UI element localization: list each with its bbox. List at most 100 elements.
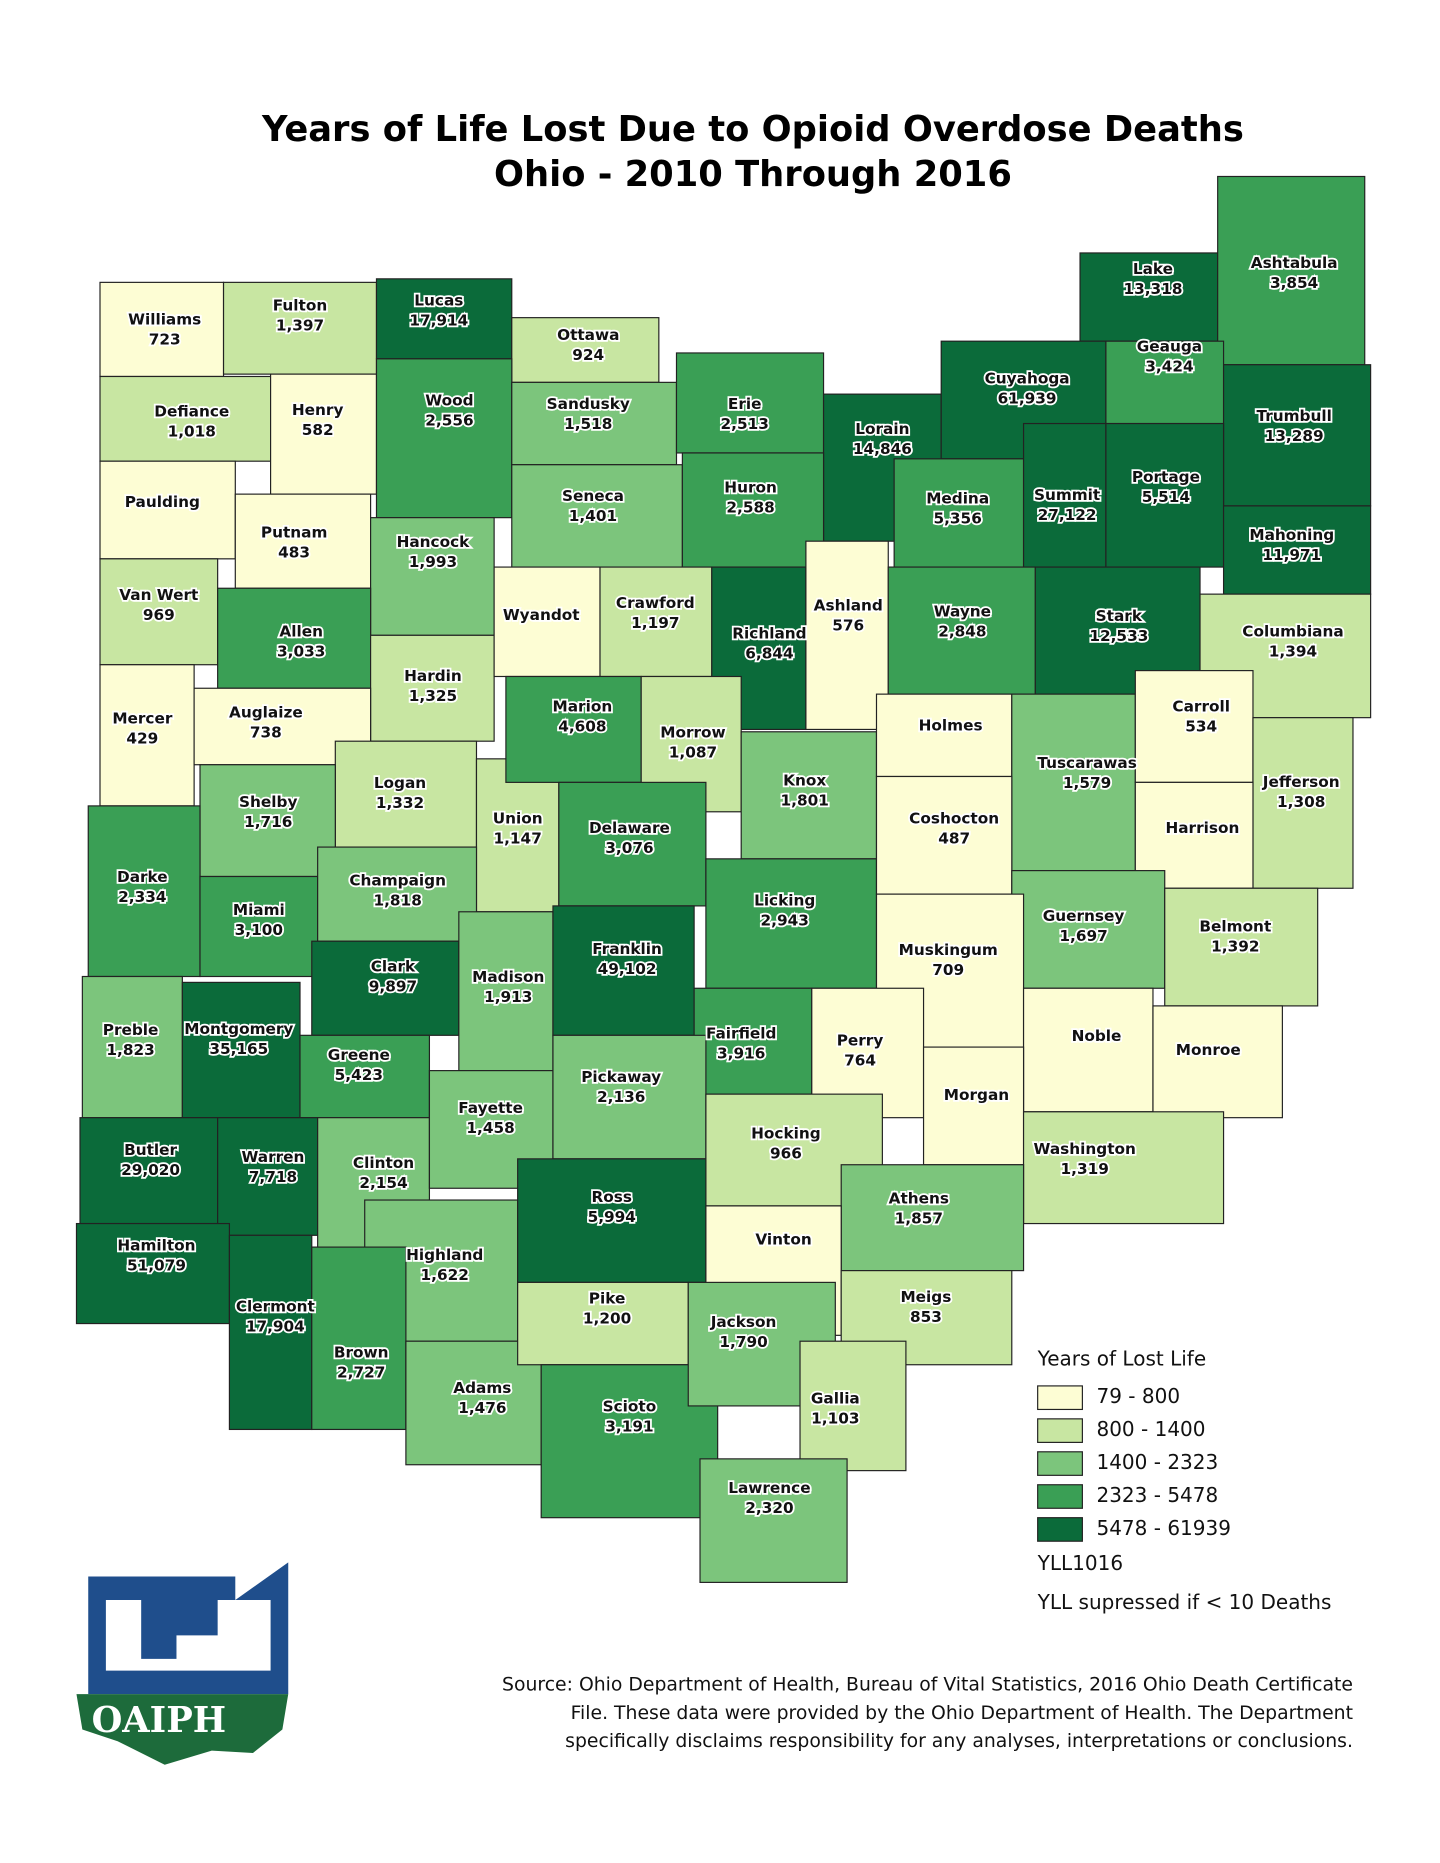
county-name: Sandusky [547,395,630,413]
county-name: Ashtabula [1251,254,1338,272]
county-value: 13,289 [1265,427,1324,445]
county-name: Lorain [855,420,909,438]
county-name: Muskingum [899,941,998,959]
county-value: 61,939 [998,389,1057,407]
county-name: Guernsey [1043,907,1125,925]
county [517,1281,689,1366]
county-name: Paulding [125,493,200,511]
county-value: 49,102 [598,960,657,978]
county-name: Washington [1034,1140,1136,1158]
county-value: 764 [844,1052,876,1070]
county-name: Carroll [1172,698,1230,716]
county-name: Vinton [755,1231,811,1249]
county-name: Morgan [944,1086,1009,1104]
county-name: Williams [128,311,201,329]
county-name: Coshocton [909,809,999,827]
county-name: Pickaway [581,1068,661,1086]
county-name: Hamilton [117,1236,195,1254]
county-name: Wyandot [503,606,580,624]
county-value: 3,076 [605,839,653,857]
logo: OAIPH [76,1562,289,1765]
county [740,731,878,860]
county-value: 429 [126,729,158,747]
county [99,558,219,666]
county-name: Lucas [414,292,463,310]
county-value: 7,718 [249,1168,297,1186]
county-value: 2,334 [118,888,166,906]
county-value: 723 [149,331,181,349]
county [1011,693,1136,872]
county-name: Jefferson [1262,773,1340,791]
county-value: 1,697 [1059,927,1107,945]
county-name: Wayne [934,602,991,620]
county-name: Gallia [811,1389,860,1407]
county [840,1164,1025,1272]
county-value: 35,165 [209,1040,268,1058]
legend-swatch [1037,1484,1083,1509]
legend: Years of Lost Life YLL1016 YLL supressed… [1037,1347,1332,1615]
county-name: Defiance [154,402,229,420]
county [1079,252,1219,342]
county-name: Lake [1133,260,1173,278]
county-value: 1,458 [466,1119,514,1137]
county [599,566,713,678]
county-name: Perry [837,1032,884,1050]
county-value: 3,191 [605,1418,653,1436]
county-value: 17,904 [246,1318,305,1336]
county-value: 1,790 [719,1333,767,1351]
county-name: Marion [553,698,613,716]
county-name: Knox [783,772,826,790]
county-value: 1,801 [781,792,829,810]
county-name: Hardin [404,667,462,685]
county-name: Mahoning [1249,526,1334,544]
legend-swatch [1037,1385,1083,1411]
county-name: Noble [1072,1027,1122,1045]
county-value: 5,356 [933,509,981,527]
county [228,1234,313,1431]
county-name: Hocking [751,1125,821,1143]
county-name: Brown [334,1343,389,1361]
county-name: Harrison [1165,819,1239,837]
county-value: 5,994 [588,1208,636,1226]
county [475,758,560,913]
county-value: 3,424 [1145,358,1193,376]
county-value: 6,844 [745,645,793,663]
county-name: Cuyahoga [985,369,1070,387]
county [552,905,695,1036]
legend-field: YLL1016 [1037,1551,1123,1575]
county-name: Franklin [592,940,662,958]
county-value: 1,518 [564,415,612,433]
source: Source: Ohio Department of Health, Burea… [502,1675,1353,1752]
legend-label: 79 - 800 [1096,1384,1180,1408]
county-name: Richland [732,625,806,643]
county-name: Allen [279,622,323,640]
county [681,452,825,568]
county [1022,987,1154,1113]
county-name: Jackson [710,1313,777,1331]
county [1022,1111,1225,1225]
county [1134,670,1254,783]
county-value: 1,394 [1269,642,1317,660]
county-value: 1,857 [895,1209,943,1227]
legend-label: 1400 - 2323 [1096,1450,1218,1474]
legend-label: 5478 - 61939 [1096,1516,1230,1540]
county-value: 1,716 [244,813,292,831]
county-name: Madison [472,968,544,986]
county-value: 5,514 [1142,488,1190,506]
county [75,1222,231,1325]
county-value: 27,122 [1038,506,1097,524]
source-line: File. These data were provided by the Oh… [571,1703,1353,1724]
county-name: Monroe [1176,1041,1241,1059]
county [79,1117,219,1225]
county-name: Ross [592,1188,632,1206]
county [693,987,813,1095]
county-value: 1,319 [1061,1160,1109,1178]
county-value: 17,914 [409,312,468,330]
county-name: Adams [453,1379,511,1397]
county-value: 2,727 [337,1363,385,1381]
county-value: 1,401 [569,507,617,525]
county [199,875,319,978]
county-name: Ashland [814,596,883,614]
county [705,858,878,989]
county [511,464,683,568]
